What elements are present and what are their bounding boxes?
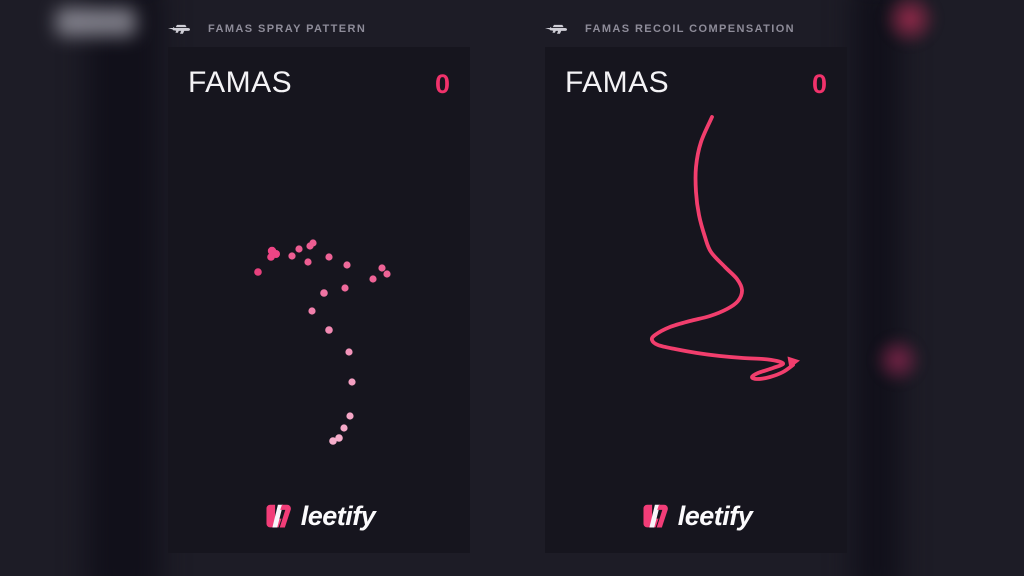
spray-count-value: 0 [434, 69, 450, 99]
spray-dot [254, 268, 262, 276]
recoil-title-row: FAMAS 0 [545, 47, 847, 100]
recoil-arrowhead-icon [787, 356, 800, 369]
spray-dot [320, 289, 328, 297]
spray-dot [348, 378, 356, 386]
backdrop-blur-band-left [88, 0, 160, 576]
leetify-logo-icon [643, 504, 668, 528]
recoil-compensation-panel: FAMAS 0 leetify [545, 47, 847, 553]
spray-dot [329, 437, 337, 445]
spray-dot [304, 258, 312, 266]
spray-dot [340, 424, 348, 432]
spray-chart [254, 239, 391, 445]
spray-section-label: FAMAS SPRAY PATTERN [208, 23, 367, 35]
spray-dot [343, 261, 351, 269]
leetify-logo: leetify [640, 501, 753, 531]
spray-dot [308, 307, 316, 315]
spray-dot [369, 275, 377, 283]
spray-dot [345, 348, 353, 356]
spray-dot [288, 252, 296, 260]
weapon-title: FAMAS [565, 66, 670, 99]
leetify-logo: leetify [263, 501, 376, 531]
spray-dot [346, 412, 354, 420]
spray-section-header: FAMAS SPRAY PATTERN [168, 21, 366, 37]
spray-dot [341, 284, 349, 292]
spray-dot [267, 253, 275, 261]
spray-dot [378, 264, 386, 272]
spray-pattern-panel: FAMAS 0 leetify [168, 47, 470, 553]
spray-title-row: FAMAS 0 [168, 47, 470, 100]
rifle-icon [545, 24, 568, 34]
recoil-section-header: FAMAS RECOIL COMPENSATION [545, 21, 795, 37]
spray-dot [325, 253, 333, 261]
leetify-logo-icon [266, 504, 291, 528]
spray-dot [309, 239, 317, 247]
recoil-count-value: 0 [811, 69, 827, 99]
backdrop-blur-band-right [854, 0, 900, 576]
leetify-wordmark: leetify [677, 500, 753, 531]
spray-dot [325, 326, 333, 334]
recoil-chart [649, 115, 800, 381]
leetify-wordmark: leetify [300, 500, 376, 531]
spray-dot [335, 434, 343, 442]
recoil-path [649, 115, 795, 381]
recoil-section-label: FAMAS RECOIL COMPENSATION [585, 23, 795, 35]
spray-dot [295, 245, 303, 253]
spray-dot [383, 270, 391, 278]
rifle-icon [168, 24, 191, 34]
weapon-title: FAMAS [188, 66, 293, 99]
